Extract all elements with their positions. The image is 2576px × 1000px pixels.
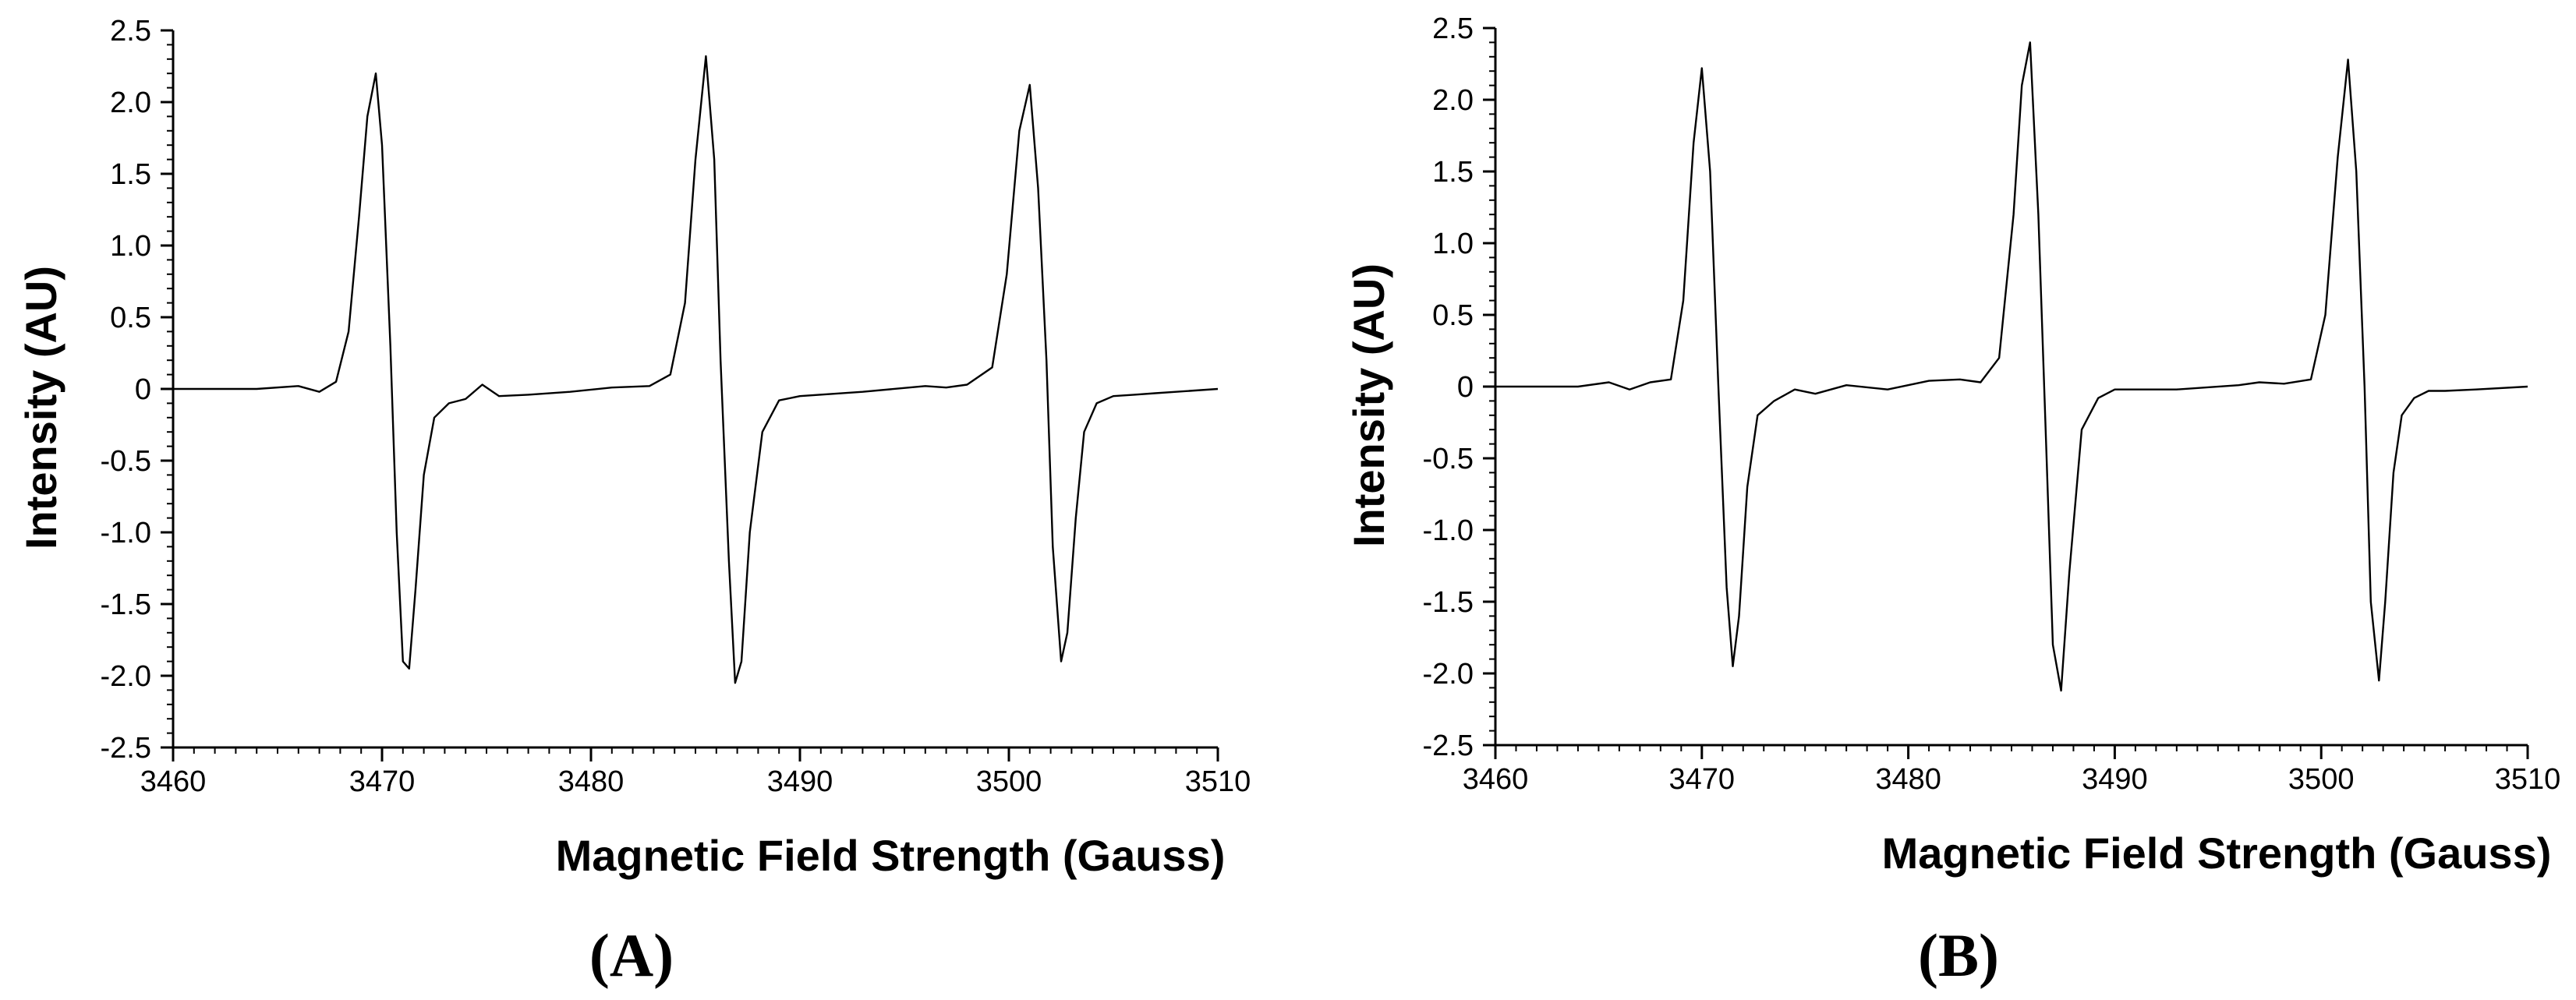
panel-b: 2.5 2.0 1.5 1.0 0.5 0 -0.5 -1.0 -1.5 -2.0 -2.53460…	[1344, 12, 2560, 989]
panel-label: (B)	[1918, 921, 1999, 989]
x-tick-label: 3490	[767, 765, 833, 798]
x-tick-label: 3510	[2495, 763, 2561, 796]
x-tick-label: 3480	[558, 765, 625, 798]
x-tick-label: 3500	[2288, 763, 2355, 796]
y-tick-label: 2.5	[110, 15, 151, 48]
y-tick-label: 0	[135, 373, 151, 406]
y-tick-label: 1.0	[110, 230, 151, 263]
y-tick-label: 0	[1457, 371, 1474, 404]
x-tick-label: 3460	[1463, 763, 1529, 796]
y-axis-title: Intensity (AU)	[16, 266, 65, 549]
x-axis-title: Magnetic Field Strength (Gauss)	[556, 831, 1226, 880]
x-axis-title: Magnetic Field Strength (Gauss)	[1882, 829, 2552, 878]
y-tick-label: 1.5	[110, 158, 151, 191]
y-tick-label: -2.5	[101, 732, 151, 765]
y-tick-label: -1.5	[101, 588, 151, 621]
series-line	[1495, 41, 2528, 692]
series-line	[173, 55, 1219, 684]
x-tick-label: 3510	[1185, 765, 1251, 798]
x-tick-label: 3500	[976, 765, 1042, 798]
y-tick-label: -1.0	[1423, 514, 1474, 547]
y-tick-label: 1.5	[1432, 156, 1474, 189]
y-tick-label: -1.0	[101, 517, 151, 549]
y-tick-label: 2.0	[1432, 84, 1474, 117]
y-tick-label: -2.0	[1423, 658, 1474, 691]
y-tick-label: 2.0	[110, 87, 151, 119]
y-tick-label: -2.0	[101, 660, 151, 693]
y-tick-label: 0.5	[1432, 299, 1474, 332]
y-tick-label: -0.5	[101, 445, 151, 478]
y-axis-title: Intensity (AU)	[1344, 263, 1393, 547]
x-tick-label: 3470	[349, 765, 416, 798]
x-tick-label: 3460	[140, 765, 207, 798]
x-tick-label: 3470	[1669, 763, 1736, 796]
y-tick-label: -0.5	[1423, 443, 1474, 475]
x-tick-label: 3480	[1875, 763, 1941, 796]
y-tick-label: 2.5	[1432, 12, 1474, 45]
y-tick-label: -2.5	[1423, 730, 1474, 762]
y-tick-label: 1.0	[1432, 228, 1474, 260]
panel-a: 2.5 2.0 1.5 1.0 0.5 0 -0.5 -1.0 -1.5 -2.0 -2.53460…	[16, 15, 1251, 989]
panel-label: (A)	[589, 921, 674, 989]
y-tick-label: 0.5	[110, 302, 151, 334]
y-tick-label: -1.5	[1423, 586, 1474, 619]
x-tick-label: 3490	[2082, 763, 2148, 796]
